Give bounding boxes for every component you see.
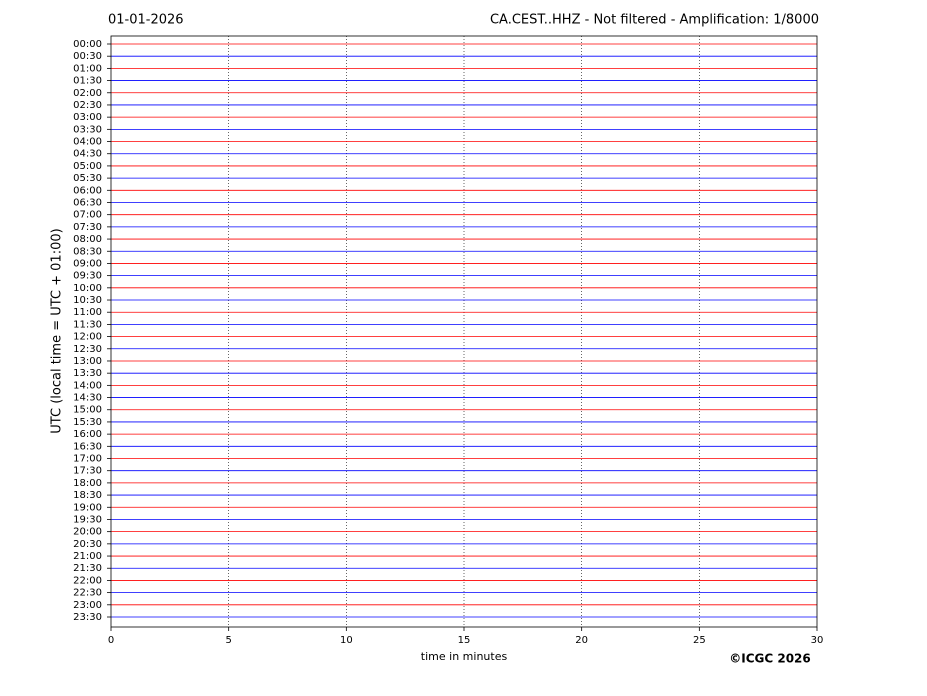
y-tick-label: 21:30 [73, 563, 102, 574]
x-tick-label: 15 [458, 635, 471, 646]
y-tick-label: 04:30 [73, 149, 102, 160]
y-tick-label: 20:30 [73, 539, 102, 550]
x-tick-label: 25 [693, 635, 706, 646]
y-tick-label: 13:30 [73, 368, 102, 379]
y-tick-label: 20:00 [73, 527, 102, 538]
y-axis-label: UTC (local time = UTC + 01:00) [50, 228, 65, 433]
y-tick-label: 09:30 [73, 271, 102, 282]
y-tick-label: 17:00 [73, 454, 102, 465]
y-tick-label: 11:00 [73, 307, 102, 318]
y-tick-label: 08:00 [73, 234, 102, 245]
y-tick-label: 17:30 [73, 466, 102, 477]
y-tick-label: 00:00 [73, 39, 102, 50]
x-tick-label: 0 [108, 635, 114, 646]
y-tick-label: 07:00 [73, 210, 102, 221]
y-tick-label: 07:30 [73, 222, 102, 233]
y-tick-label: 10:30 [73, 295, 102, 306]
chart-date: 01-01-2026 [108, 13, 184, 28]
y-tick-label: 22:30 [73, 588, 102, 599]
y-tick-label: 01:30 [73, 76, 102, 87]
y-tick-label: 19:00 [73, 502, 102, 513]
y-tick-label: 04:00 [73, 137, 102, 148]
y-tick-label: 22:00 [73, 575, 102, 586]
y-tick-label: 16:30 [73, 441, 102, 452]
y-tick-label: 15:30 [73, 417, 102, 428]
y-tick-label: 14:30 [73, 393, 102, 404]
chart-title: CA.CEST..HHZ - Not filtered - Amplificat… [490, 13, 819, 28]
y-tick-label: 06:00 [73, 185, 102, 196]
plot-frame [110, 35, 818, 628]
credit: ©ICGC 2026 [729, 652, 811, 666]
x-tick-label: 20 [575, 635, 588, 646]
y-tick-label: 05:00 [73, 161, 102, 172]
y-tick-label: 02:00 [73, 88, 102, 99]
y-tick-label: 02:30 [73, 100, 102, 111]
y-tick-label: 08:30 [73, 246, 102, 257]
y-tick-label: 10:00 [73, 283, 102, 294]
y-tick-label: 05:30 [73, 173, 102, 184]
y-tick-label: 13:00 [73, 356, 102, 367]
y-tick-label: 23:00 [73, 600, 102, 611]
y-tick-label: 16:00 [73, 429, 102, 440]
y-tick-label: 14:00 [73, 380, 102, 391]
y-tick-label: 15:00 [73, 405, 102, 416]
y-tick-label: 21:00 [73, 551, 102, 562]
y-tick-label: 03:30 [73, 124, 102, 135]
y-tick-label: 00:30 [73, 51, 102, 62]
x-tick-label: 10 [340, 635, 353, 646]
y-tick-label: 12:30 [73, 344, 102, 355]
y-tick-label: 03:00 [73, 112, 102, 123]
y-tick-label: 11:30 [73, 319, 102, 330]
y-tick-label: 18:30 [73, 490, 102, 501]
y-tick-label: 09:00 [73, 258, 102, 269]
y-tick-label: 23:30 [73, 612, 102, 623]
x-axis-label: time in minutes [421, 650, 508, 663]
y-tick-label: 01:00 [73, 63, 102, 74]
y-tick-label: 18:00 [73, 478, 102, 489]
x-tick-label: 30 [811, 635, 824, 646]
y-tick-label: 19:30 [73, 514, 102, 525]
y-tick-label: 12:00 [73, 332, 102, 343]
y-tick-label: 06:30 [73, 197, 102, 208]
x-tick-label: 5 [225, 635, 231, 646]
